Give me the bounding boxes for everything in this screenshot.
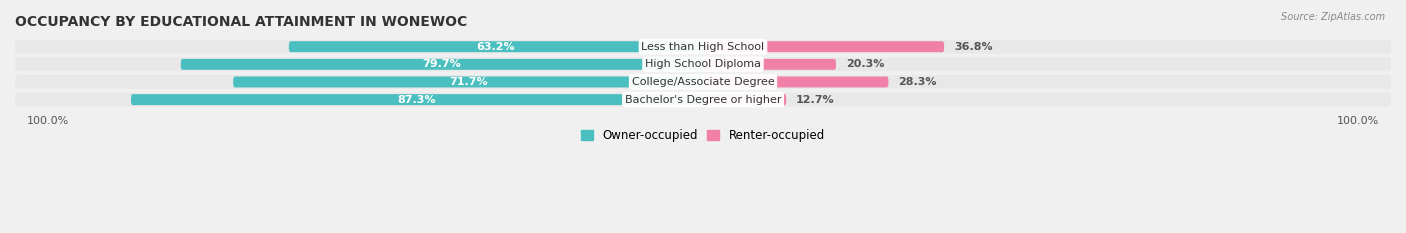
Text: 87.3%: 87.3% xyxy=(398,95,436,105)
Text: Bachelor's Degree or higher: Bachelor's Degree or higher xyxy=(624,95,782,105)
Text: 12.7%: 12.7% xyxy=(796,95,835,105)
FancyBboxPatch shape xyxy=(233,76,703,87)
Legend: Owner-occupied, Renter-occupied: Owner-occupied, Renter-occupied xyxy=(576,124,830,146)
Text: 28.3%: 28.3% xyxy=(898,77,936,87)
Text: 36.8%: 36.8% xyxy=(953,42,993,52)
Text: 20.3%: 20.3% xyxy=(846,59,884,69)
Text: 79.7%: 79.7% xyxy=(423,59,461,69)
Text: 63.2%: 63.2% xyxy=(477,42,515,52)
FancyBboxPatch shape xyxy=(131,94,703,105)
FancyBboxPatch shape xyxy=(703,41,943,52)
FancyBboxPatch shape xyxy=(15,75,1391,89)
FancyBboxPatch shape xyxy=(703,76,889,87)
FancyBboxPatch shape xyxy=(15,93,1391,106)
Text: High School Diploma: High School Diploma xyxy=(645,59,761,69)
FancyBboxPatch shape xyxy=(288,41,703,52)
Text: OCCUPANCY BY EDUCATIONAL ATTAINMENT IN WONEWOC: OCCUPANCY BY EDUCATIONAL ATTAINMENT IN W… xyxy=(15,15,467,29)
FancyBboxPatch shape xyxy=(15,58,1391,71)
FancyBboxPatch shape xyxy=(181,59,703,70)
Text: Less than High School: Less than High School xyxy=(641,42,765,52)
FancyBboxPatch shape xyxy=(703,59,837,70)
FancyBboxPatch shape xyxy=(15,40,1391,54)
FancyBboxPatch shape xyxy=(703,94,786,105)
Text: Source: ZipAtlas.com: Source: ZipAtlas.com xyxy=(1281,12,1385,22)
Text: 71.7%: 71.7% xyxy=(449,77,488,87)
Text: College/Associate Degree: College/Associate Degree xyxy=(631,77,775,87)
